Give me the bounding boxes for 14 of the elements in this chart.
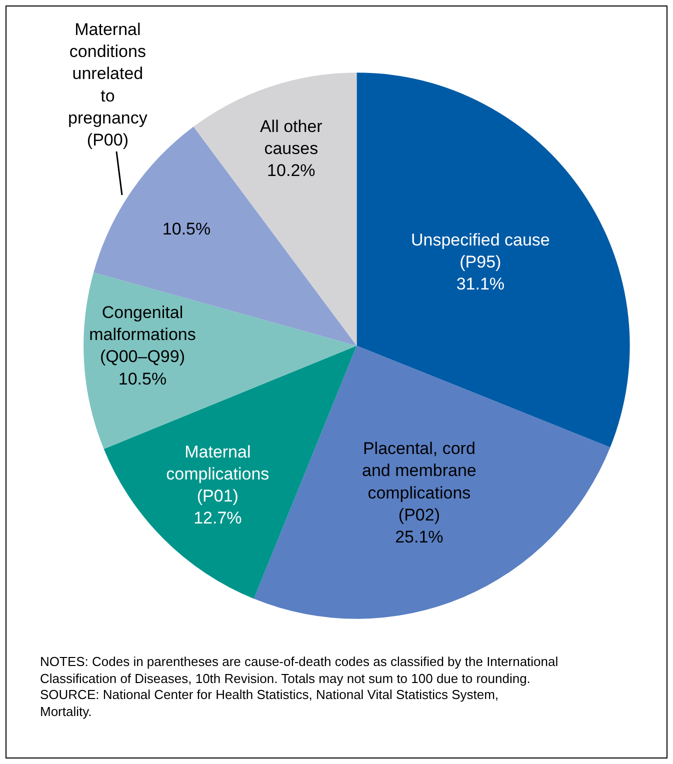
text: NOTES: Codes in parentheses are cause-of-death codes as classified by the International Classification of Diseases, 10th Revision. Totals may not sum to 100 due to rounding.	[40, 654, 558, 686]
data-label: 10.2%	[267, 161, 316, 180]
slice-label: Maternal conditions unrelated to pregnancy (P00)	[68, 20, 148, 150]
slice-label: Placental, cord and membrane complications (P02)	[362, 439, 476, 524]
slice-label: Congenital malformations (Q00–Q99)	[89, 303, 196, 366]
data-label: 10.5%	[118, 369, 167, 388]
data-label: 25.1%	[395, 528, 444, 547]
source-note: SOURCE: National Center for Health Statistics, National Vital Statistics System, Mortality.	[40, 687, 499, 719]
slice-label: All other causes	[260, 116, 323, 158]
slice-label: Unspecified cause (P95)	[410, 230, 550, 272]
data-label: 10.5%	[162, 220, 211, 239]
slice-label: Maternal complications (P01)	[166, 442, 270, 506]
data-label: 12.7%	[194, 508, 242, 528]
data-label: 31.1%	[456, 274, 505, 294]
